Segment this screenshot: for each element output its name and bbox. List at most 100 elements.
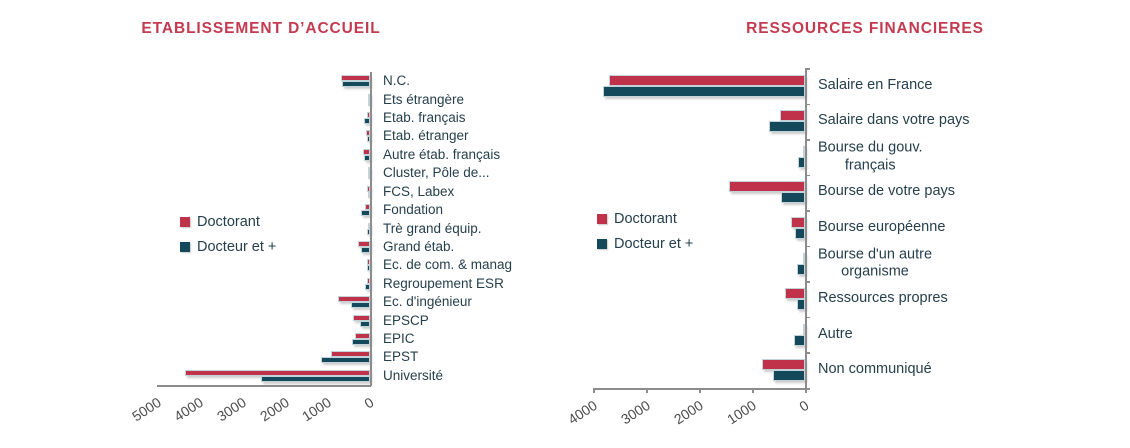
category-label-row6: Ressources propres — [818, 290, 948, 307]
bar-docteur-row3 — [366, 136, 370, 143]
bar-docteur-row8 — [772, 370, 805, 382]
bar-doctorant-row5 — [367, 167, 370, 174]
category-axis-tick — [805, 103, 810, 106]
bar-docteur-row13 — [359, 320, 370, 327]
bar-docteur-row5 — [367, 173, 370, 180]
value-axis-zero-line — [804, 68, 807, 389]
legend-label-docteur: Docteur et + — [614, 236, 694, 252]
category-label-row4: Bourse européenne — [818, 219, 946, 236]
bar-docteur-row5 — [796, 263, 805, 275]
category-label-row9: Grand étab. — [383, 238, 455, 254]
category-label-row6: FCS, Labex — [383, 183, 455, 199]
category-axis-tick — [805, 388, 810, 390]
category-label-row3: Etab. étranger — [383, 128, 469, 144]
legend-item-doctorant: Doctorant — [180, 214, 276, 230]
bar-doctorant-row0 — [340, 75, 370, 82]
bar-doctorant-row3 — [729, 181, 805, 193]
category-label-row2: Etab. français — [383, 109, 466, 125]
bar-docteur-row14 — [351, 338, 370, 345]
bar-docteur-row3 — [781, 192, 805, 204]
category-label-row2: Bourse du gouv. français — [818, 139, 923, 173]
bar-doctorant-row2 — [366, 112, 370, 119]
bar-doctorant-row4 — [791, 217, 805, 228]
bar-doctorant-row4 — [362, 148, 370, 155]
legend-label-doctorant: Doctorant — [197, 214, 260, 230]
bar-doctorant-row0 — [609, 74, 805, 86]
value-axis-tick-label: 0 — [796, 397, 812, 415]
bar-doctorant-row8 — [367, 222, 370, 229]
category-label-row1: Salaire dans votre pays — [818, 112, 970, 129]
category-axis-tick — [805, 281, 810, 283]
value-axis-tick — [805, 388, 807, 393]
value-axis-tick-label: 4000 — [171, 394, 207, 425]
category-axis-tick — [805, 352, 810, 354]
legend-etablissement: Doctorant Docteur et + — [180, 214, 276, 264]
chart-title-ressources: RESSOURCES FINANCIERES — [746, 20, 984, 37]
legend-item-docteur: Docteur et + — [597, 236, 693, 252]
bar-doctorant-row13 — [353, 314, 370, 321]
bar-doctorant-row8 — [761, 359, 805, 371]
category-label-row16: Université — [383, 367, 444, 383]
bar-doctorant-row1 — [779, 110, 805, 122]
bar-docteur-row7 — [793, 334, 805, 346]
legend-swatch-doctorant-icon — [180, 217, 190, 227]
category-label-row14: EPIC — [383, 330, 415, 346]
category-axis-tick — [805, 316, 810, 319]
bar-docteur-row6 — [797, 299, 805, 311]
legend-item-doctorant: Doctorant — [597, 211, 693, 227]
legend-swatch-doctorant-icon — [597, 214, 607, 224]
value-axis-tick-label: 2000 — [670, 397, 706, 428]
category-label-row7: Fondation — [383, 201, 444, 217]
legend-label-docteur: Docteur et + — [197, 239, 277, 255]
bar-docteur-row0 — [602, 85, 805, 97]
bar-doctorant-row12 — [337, 296, 370, 303]
legend-ressources: Doctorant Docteur et + — [597, 211, 693, 261]
legend-label-doctorant: Doctorant — [614, 211, 677, 227]
bar-doctorant-row14 — [354, 332, 370, 339]
category-label-row5: Cluster, Pôle de... — [383, 165, 490, 181]
category-label-row12: Ec. d'ingénieur — [383, 293, 472, 309]
bar-docteur-row12 — [350, 302, 370, 309]
bar-docteur-row8 — [366, 228, 370, 235]
category-label-row10: Ec. de com. & manag — [383, 257, 513, 273]
value-axis-tick-label: 0 — [361, 394, 377, 412]
value-axis-tick-label: 1000 — [723, 397, 759, 428]
category-label-row1: Ets étrangère — [383, 91, 465, 107]
bar-docteur-row7 — [360, 210, 370, 217]
legend-item-docteur: Docteur et + — [180, 239, 276, 255]
category-label-row3: Bourse de votre pays — [818, 183, 956, 200]
bar-docteur-row0 — [341, 81, 370, 88]
value-axis-tick-label: 4000 — [564, 397, 600, 428]
value-axis-tick-label: 3000 — [617, 397, 653, 428]
value-axis-tick-label: 5000 — [128, 394, 164, 425]
bar-docteur-row16 — [261, 375, 370, 382]
category-label-row8: Non communiqué — [818, 361, 932, 378]
category-axis-tick — [805, 245, 810, 248]
category-label-row8: Trè grand équip. — [383, 220, 482, 236]
category-axis-tick — [805, 174, 810, 177]
legend-swatch-docteur-icon — [597, 239, 607, 249]
bar-doctorant-row9 — [357, 240, 370, 247]
bar-doctorant-row15 — [331, 351, 370, 358]
category-axis-tick — [805, 68, 810, 70]
bar-doctorant-row6 — [784, 288, 805, 300]
category-label-row0: Salaire en France — [818, 76, 933, 93]
bar-docteur-row1 — [769, 121, 805, 133]
value-axis-tick — [593, 388, 595, 393]
category-label-row11: Regroupement ESR — [383, 275, 504, 291]
category-axis-tick — [805, 210, 810, 212]
category-label-row7: Autre — [818, 325, 853, 342]
bar-doctorant-row6 — [366, 185, 370, 192]
value-axis-tick-label: 2000 — [256, 394, 292, 425]
value-axis-zero-line — [369, 72, 372, 386]
bar-doctorant-row16 — [184, 369, 370, 376]
value-axis-tick — [699, 388, 701, 393]
category-label-row0: N.C. — [383, 72, 410, 88]
category-axis-tick — [805, 139, 810, 141]
category-label-row13: EPSCP — [383, 312, 429, 328]
legend-swatch-docteur-icon — [180, 242, 190, 252]
bar-doctorant-row3 — [365, 130, 370, 137]
value-axis-tick-label: 3000 — [214, 394, 249, 425]
category-label-row15: EPST — [383, 349, 419, 365]
